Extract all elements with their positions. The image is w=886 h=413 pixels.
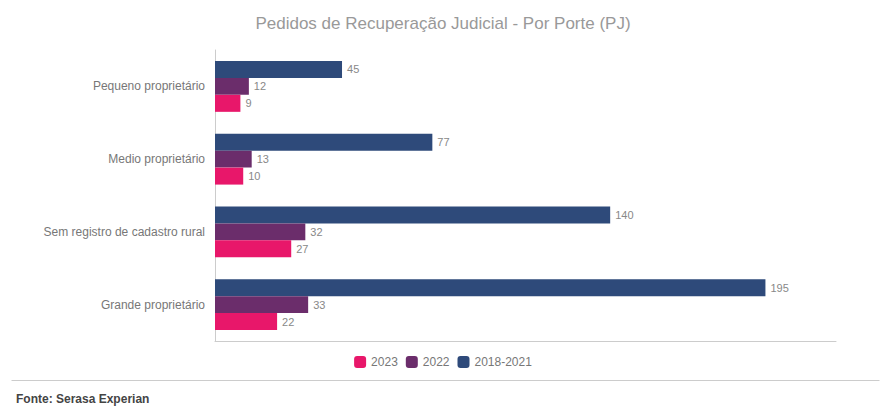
svg-text:27: 27: [296, 243, 308, 255]
svg-text:32: 32: [310, 226, 322, 238]
svg-text:Sem registro de cadastro rural: Sem registro de cadastro rural: [44, 225, 205, 239]
svg-text:140: 140: [615, 209, 633, 221]
svg-text:2022: 2022: [423, 355, 450, 369]
svg-text:Pequeno proprietário: Pequeno proprietário: [93, 79, 205, 93]
svg-text:33: 33: [313, 299, 325, 311]
svg-text:Fonte: Serasa Experian: Fonte: Serasa Experian: [16, 392, 149, 406]
svg-text:Pedidos de Recuperação Judicia: Pedidos de Recuperação Judicial - Por Po…: [255, 14, 630, 33]
svg-text:9: 9: [245, 97, 251, 109]
svg-text:Grande proprietário: Grande proprietário: [101, 298, 205, 312]
svg-text:10: 10: [248, 170, 260, 182]
svg-text:2023: 2023: [371, 355, 398, 369]
svg-text:77: 77: [437, 136, 449, 148]
svg-text:45: 45: [347, 63, 359, 75]
svg-text:13: 13: [257, 153, 269, 165]
svg-text:2018-2021: 2018-2021: [475, 355, 533, 369]
svg-text:195: 195: [770, 282, 788, 294]
svg-text:Medio proprietário: Medio proprietário: [108, 152, 205, 166]
svg-text:12: 12: [254, 80, 266, 92]
svg-text:22: 22: [282, 316, 294, 328]
